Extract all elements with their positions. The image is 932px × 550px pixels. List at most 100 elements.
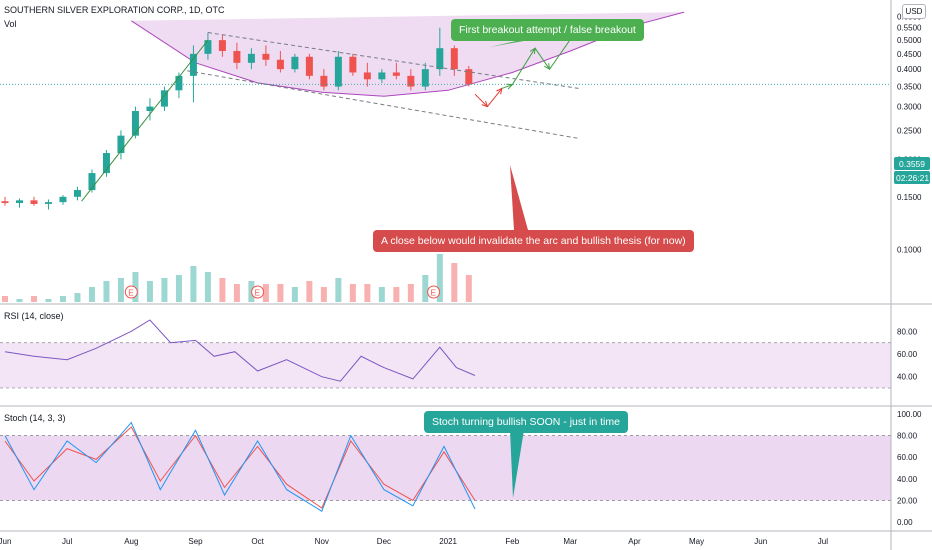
rsi-band-fill [0, 342, 891, 388]
last-price-badge: 0.3559 02:26:21 [894, 157, 930, 184]
projection-arrow-head [496, 87, 503, 95]
rsi-tick-label: 40.00 [897, 373, 918, 382]
volume-bar [45, 299, 52, 302]
candle-body [450, 48, 458, 70]
candle-body [247, 53, 255, 63]
time-tick-label: Aug [124, 537, 138, 546]
volume-bar [436, 254, 443, 302]
volume-bar [393, 287, 400, 302]
stoch-tick-label: 40.00 [897, 475, 918, 484]
stoch-tick-label: 100.00 [897, 410, 922, 419]
candle-body [131, 111, 139, 136]
volume-bar [320, 287, 327, 302]
candle-body [44, 202, 52, 204]
earnings-marker-text: E [255, 289, 260, 298]
stoch-annotation[interactable]: Stoch turning bullish SOON - just in tim… [424, 411, 628, 433]
time-tick-label: Jul [62, 537, 72, 546]
candle-body [73, 190, 81, 197]
projection-arrow [474, 93, 488, 107]
volume-bar [30, 296, 37, 302]
candle-body [204, 40, 212, 54]
trend-lower-line [187, 70, 579, 139]
invalidation-annotation[interactable]: A close below would invalidate the arc a… [373, 230, 694, 252]
candle-body [334, 56, 342, 87]
candle-body [189, 53, 197, 76]
volume-bar [451, 263, 458, 302]
candle-body [233, 50, 241, 63]
volume-bar [175, 275, 182, 302]
candle-body [291, 56, 299, 70]
price-tick-label: 0.5500 [897, 24, 922, 33]
time-tick-label: Sep [188, 537, 203, 546]
candle-body [378, 72, 386, 80]
volume-bar [2, 296, 8, 302]
time-tick-label: Mar [563, 537, 577, 546]
stoch-tick-label: 80.00 [897, 432, 918, 441]
volume-bar [219, 278, 226, 302]
candle-body [102, 153, 110, 174]
stoch-label[interactable]: Stoch (14, 3, 3) [4, 413, 66, 423]
stoch-tick-label: 60.00 [897, 453, 918, 462]
time-tick-label: May [689, 537, 704, 546]
candle-body [276, 59, 284, 70]
price-tick-label: 0.3500 [897, 83, 922, 92]
trend-rise-line [81, 39, 209, 202]
currency-button[interactable]: USD [902, 4, 926, 19]
candle-body [175, 75, 183, 91]
rsi-tick-label: 80.00 [897, 327, 918, 336]
price-tick-label: 0.1500 [897, 193, 922, 202]
candle-body [15, 200, 23, 204]
volume-bar [103, 281, 110, 302]
rsi-line [4, 319, 476, 382]
earnings-marker-text: E [128, 289, 133, 298]
price-tick-label: 0.4000 [897, 65, 922, 74]
projection-arrow [534, 47, 550, 70]
breakout-annotation[interactable]: First breakout attempt / false breakout [451, 19, 644, 41]
projection-arrow [487, 88, 503, 107]
candle-body [1, 201, 9, 204]
countdown-text: 02:26:21 [896, 173, 929, 183]
candle-body [218, 40, 226, 51]
candle-body [320, 75, 328, 87]
last-price-text: 0.3559 [899, 159, 925, 169]
candle-body [392, 72, 400, 76]
rsi-band [0, 342, 891, 389]
projection-arrow-head [544, 63, 551, 71]
candle-body [363, 72, 371, 80]
rsi-label[interactable]: RSI (14, close) [4, 311, 64, 321]
volume-bar [88, 287, 95, 302]
volume-bar [291, 287, 298, 302]
time-tick-label: Feb [505, 537, 519, 546]
stoch-k-line [4, 421, 476, 512]
volume-bar [465, 275, 472, 302]
invalidation-pointer [510, 165, 528, 230]
price-tick-label: 0.1000 [897, 246, 922, 255]
time-tick-label: Jun [754, 537, 767, 546]
earnings-marker-text: E [431, 289, 436, 298]
volume-bar [204, 272, 211, 302]
earnings-marker [427, 285, 441, 299]
earnings-marker [251, 285, 265, 299]
volume-bar [277, 284, 284, 302]
time-tick-label: Jul [818, 537, 828, 546]
price-tick-label: 0.3000 [897, 103, 922, 112]
volume-label: Vol [4, 19, 17, 29]
price-tick-label: 0.5000 [897, 36, 922, 45]
volume-bar [306, 281, 313, 302]
volume-bar [117, 278, 124, 302]
volume-bar [422, 275, 429, 302]
candle-body [88, 173, 96, 191]
volume-bar [190, 266, 197, 302]
candle-body [305, 56, 313, 76]
time-tick-label: 2021 [439, 537, 457, 546]
time-tick-label: Jun [0, 537, 11, 546]
stoch-band-fill [0, 435, 891, 501]
volume-bar [59, 296, 66, 302]
volume-bar [161, 278, 168, 302]
candle-body [465, 69, 473, 85]
candle-body [421, 69, 429, 87]
projection-arrow [511, 47, 536, 85]
earnings-marker [124, 285, 138, 299]
